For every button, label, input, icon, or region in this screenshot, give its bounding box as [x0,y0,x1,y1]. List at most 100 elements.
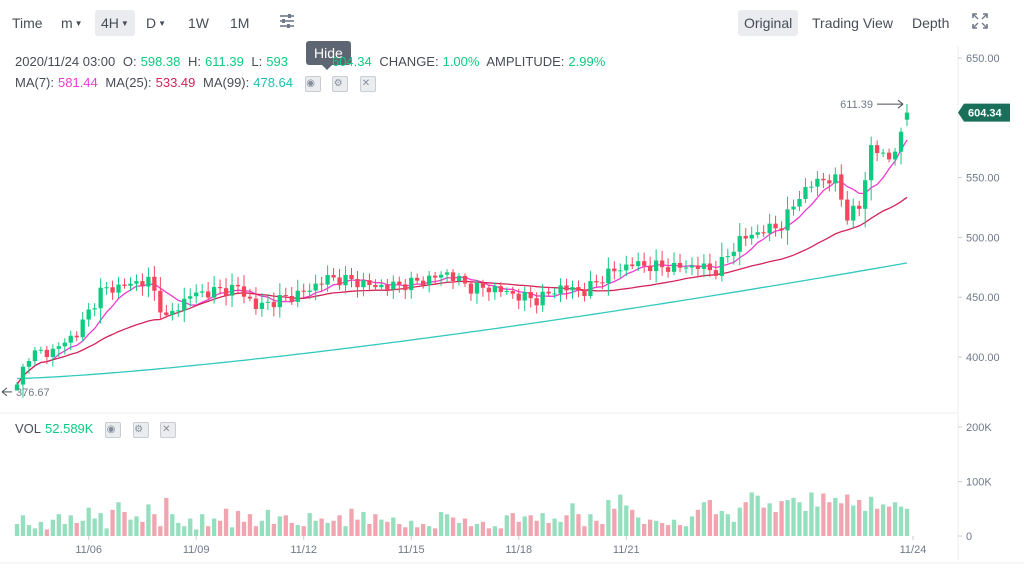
ma-hide-button[interactable]: ◉ [304,75,321,92]
candle-body[interactable] [761,232,766,234]
candle-body[interactable] [498,286,503,292]
candle-body[interactable] [385,284,390,290]
candle-body[interactable] [331,274,336,278]
candle-body[interactable] [450,272,456,281]
candle-body[interactable] [50,348,55,358]
candle-body[interactable] [361,280,366,288]
candle-body[interactable] [235,284,241,287]
candle-body[interactable] [480,282,486,288]
candle-body[interactable] [229,284,235,296]
candle-body[interactable] [815,178,820,187]
candle-body[interactable] [92,308,97,310]
candle-body[interactable] [612,268,617,272]
candle-body[interactable] [426,275,432,286]
candle-body[interactable] [313,283,318,291]
ma-remove-button[interactable]: ✕ [359,75,376,92]
candle-body[interactable] [104,287,109,289]
minute-interval-dropdown[interactable]: m ▼ [55,10,89,36]
candle-body[interactable] [516,293,521,301]
fullscreen-button[interactable] [966,13,994,35]
candle-body[interactable] [432,275,438,278]
candle-body[interactable] [701,263,707,269]
candle-body[interactable] [62,342,67,347]
candle-body[interactable] [68,335,73,343]
candle-body[interactable] [570,287,575,291]
candle-body[interactable] [606,268,611,284]
candle-body[interactable] [128,283,133,286]
view-tradingview-tab[interactable]: Trading View [812,15,893,31]
candle-body[interactable] [892,151,898,160]
candle-body[interactable] [904,112,910,120]
day-interval-dropdown[interactable]: D ▼ [140,10,172,36]
candle-body[interactable] [140,281,145,287]
candle-body[interactable] [677,262,683,268]
candle-body[interactable] [773,223,778,229]
candle-body[interactable] [486,287,492,293]
candle-body[interactable] [409,277,414,291]
candle-body[interactable] [379,284,384,288]
candle-body[interactable] [271,301,276,308]
candle-body[interactable] [755,232,760,235]
candle-body[interactable] [857,205,862,209]
candle-body[interactable] [325,274,330,285]
candle-body[interactable] [403,284,408,291]
candle-body[interactable] [421,280,426,286]
candle-body[interactable] [576,287,581,291]
candle-body[interactable] [283,295,288,297]
candle-body[interactable] [898,131,904,152]
candle-body[interactable] [152,276,157,291]
candle-body[interactable] [468,283,474,294]
candle-body[interactable] [438,274,444,278]
candle-body[interactable] [80,319,85,338]
candle-body[interactable] [797,198,802,207]
candle-body[interactable] [170,310,175,316]
candle-body[interactable] [26,361,32,367]
candle-body[interactable] [277,295,282,308]
candle-body[interactable] [444,272,450,275]
vol-remove-button[interactable]: ✕ [160,421,177,438]
candle-body[interactable] [217,287,223,289]
interval-1w-button[interactable]: 1W [188,15,209,31]
candle-body[interactable] [32,350,38,362]
vol-settings-button[interactable]: ⚙ [132,421,149,438]
candle-body[interactable] [349,274,354,280]
candle-body[interactable] [636,261,641,267]
candle-body[interactable] [415,277,420,281]
candle-body[interactable] [707,263,713,271]
candle-body[interactable] [821,178,826,181]
candle-body[interactable] [205,291,211,298]
candle-body[interactable] [564,285,569,291]
candle-body[interactable] [540,291,545,306]
candle-body[interactable] [552,293,557,295]
candle-body[interactable] [839,174,844,200]
candle-body[interactable] [522,292,527,301]
candle-body[interactable] [301,290,306,292]
candle-body[interactable] [295,290,300,302]
candle-body[interactable] [74,335,79,338]
candle-body[interactable] [200,291,205,293]
candle-body[interactable] [116,284,121,293]
candle-body[interactable] [122,284,127,286]
candle-body[interactable] [14,384,20,391]
candle-body[interactable] [803,187,808,199]
candle-body[interactable] [259,302,265,309]
candle-body[interactable] [528,292,533,299]
candle-body[interactable] [38,349,44,351]
candle-body[interactable] [659,260,665,268]
candle-body[interactable] [863,180,868,209]
interval-4h-dropdown[interactable]: 4H ▼ [95,10,135,36]
candle-body[interactable] [642,261,647,266]
candle-body[interactable] [146,276,151,287]
candle-body[interactable] [594,281,599,283]
view-original-tab[interactable]: Original [738,10,799,36]
candle-body[interactable] [391,281,396,290]
candle-body[interactable] [695,265,701,269]
candle-body[interactable] [510,291,515,294]
candle-body[interactable] [749,234,754,239]
candle-body[interactable] [20,366,26,385]
candle-body[interactable] [719,257,724,276]
candle-body[interactable] [504,291,509,293]
candle-body[interactable] [355,279,360,288]
candle-body[interactable] [869,145,874,181]
